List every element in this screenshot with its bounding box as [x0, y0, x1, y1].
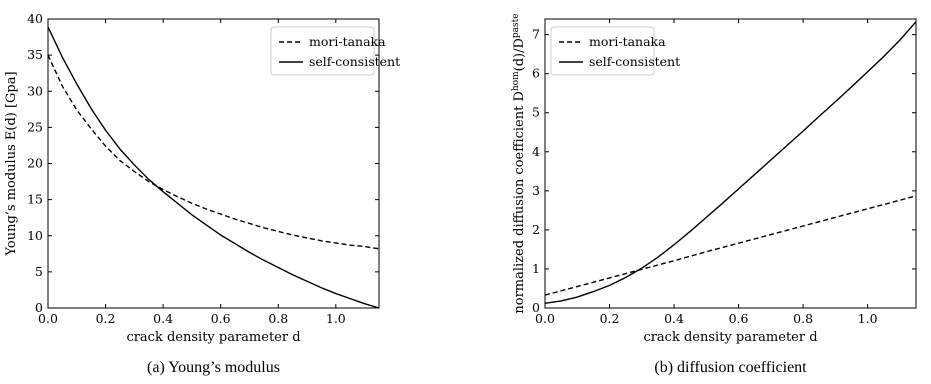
y-tick-label: 20 — [27, 156, 43, 171]
y-tick-label: 35 — [27, 47, 43, 62]
y-tick-label: 5 — [35, 264, 43, 279]
y-tick-label: 15 — [27, 192, 43, 207]
chart-panel-a: 0.0 0.2 0.4 0.6 0.8 1.0 0 5 10 15 20 25 30 35 40 crack … — [4, 11, 400, 376]
legend-label: self-consistent — [589, 54, 680, 69]
y-tick-label: 0 — [35, 300, 43, 315]
x-tick-label: 0.0 — [38, 311, 58, 326]
legend-label: mori-tanaka — [309, 34, 386, 49]
y-tick-label: 5 — [532, 105, 540, 120]
y-axis-label: normalized diffusion coefficient Dhom(d)… — [511, 13, 527, 313]
x-tick-label: 1.0 — [326, 311, 346, 326]
figure-caption: (a) Young’s modulus — [147, 359, 280, 376]
series-line-self-consistent — [544, 21, 917, 305]
series-line-self-consistent — [47, 26, 380, 309]
y-tick-label: 3 — [532, 183, 540, 198]
x-tick-label: 1.0 — [858, 311, 878, 326]
figure-caption: (b) diffusion coefficient — [654, 359, 807, 376]
series-line-mori-tanaka — [47, 54, 380, 250]
x-tick-label: 0.4 — [153, 311, 173, 326]
x-tick-label: 0.0 — [535, 311, 555, 326]
y-tick-label: 2 — [532, 222, 540, 237]
x-tick-label: 0.2 — [600, 311, 620, 326]
y-tick-label: 7 — [532, 27, 540, 42]
legend-label: mori-tanaka — [589, 34, 666, 49]
x-tick-label: 0.4 — [664, 311, 684, 326]
x-tick-label: 0.6 — [729, 311, 749, 326]
y-tick-label: 1 — [532, 261, 540, 276]
y-axis-label: Young’s modulus E(d) [Gpa] — [4, 71, 19, 256]
x-axis-label: crack density parameter d — [126, 330, 300, 345]
y-tick-label: 10 — [27, 228, 43, 243]
y-tick-label: 6 — [532, 66, 540, 81]
y-tick-label: 25 — [27, 119, 43, 134]
plot-frame — [544, 18, 917, 309]
y-tick-label: 0 — [532, 300, 540, 315]
y-tick-label: 4 — [532, 144, 540, 159]
chart-panel-b: 0.0 0.2 0.4 0.6 0.8 1.0 0 1 2 3 4 5 6 7 crack density … — [511, 13, 917, 376]
legend-label: self-consistent — [309, 54, 400, 69]
y-tick-label: 40 — [27, 11, 43, 26]
legend-box — [270, 26, 375, 76]
x-tick-label: 0.6 — [211, 311, 231, 326]
x-tick-label: 0.2 — [96, 311, 116, 326]
x-tick-label: 0.8 — [268, 311, 288, 326]
x-axis-label: crack density parameter d — [643, 330, 817, 345]
series-line-mori-tanaka — [544, 195, 917, 296]
x-tick-label: 0.8 — [793, 311, 813, 326]
y-tick-label: 30 — [27, 83, 43, 98]
legend-box — [550, 26, 655, 76]
